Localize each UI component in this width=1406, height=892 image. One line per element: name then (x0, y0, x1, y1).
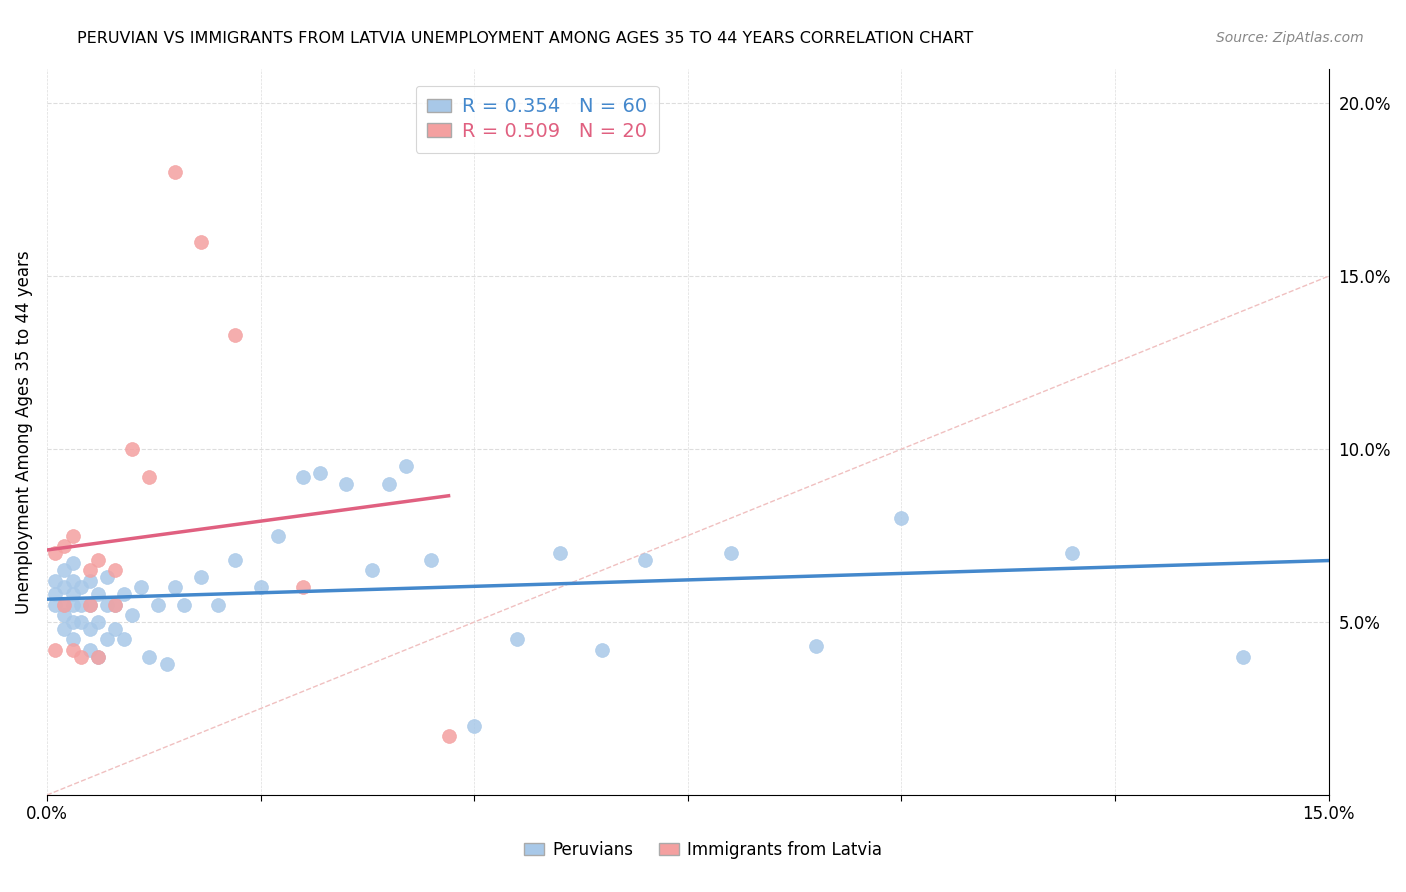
Point (104, 563, 127, 577)
Point (112, 587, 135, 601)
Point (79, 574, 101, 588)
Point (1062, 546, 1084, 560)
Point (1232, 649, 1254, 664)
Point (79, 642, 101, 657)
Text: Source: ZipAtlas.com: Source: ZipAtlas.com (1216, 31, 1364, 45)
Point (53, 622, 76, 636)
Point (463, 719, 485, 733)
Point (79, 563, 101, 577)
Point (62, 615, 84, 629)
Point (70, 615, 93, 629)
Point (62, 587, 84, 601)
Point (87, 649, 110, 664)
Point (79, 598, 101, 612)
Point (804, 640, 827, 654)
Point (155, 657, 177, 671)
Text: PERUVIAN VS IMMIGRANTS FROM LATVIA UNEMPLOYMENT AMONG AGES 35 TO 44 YEARS CORREL: PERUVIAN VS IMMIGRANTS FROM LATVIA UNEMP… (77, 31, 973, 46)
Point (62, 556, 84, 570)
Point (190, 570, 212, 584)
Point (165, 165, 187, 179)
Y-axis label: Unemployment Among Ages 35 to 44 years: Unemployment Among Ages 35 to 44 years (15, 250, 32, 614)
Point (87, 615, 110, 629)
Point (548, 546, 571, 560)
Point (249, 581, 271, 595)
Point (96, 632, 118, 647)
Point (506, 632, 529, 647)
Point (53, 608, 76, 623)
Point (420, 553, 443, 567)
Point (720, 546, 742, 560)
Point (44, 546, 66, 560)
Point (70, 581, 93, 595)
Point (138, 469, 160, 483)
Point (53, 598, 76, 612)
Point (70, 649, 93, 664)
Point (190, 235, 212, 249)
Point (309, 467, 332, 481)
Point (395, 459, 418, 474)
Point (104, 598, 127, 612)
Point (121, 442, 143, 456)
Point (121, 608, 143, 623)
Point (87, 553, 110, 567)
Point (62, 598, 84, 612)
Point (207, 598, 229, 612)
Point (634, 553, 657, 567)
Point (224, 327, 246, 342)
Point (165, 581, 187, 595)
Point (44, 642, 66, 657)
Point (79, 598, 101, 612)
Point (53, 581, 76, 595)
Point (62, 642, 84, 657)
Point (146, 598, 169, 612)
Point (129, 581, 152, 595)
Point (335, 476, 357, 491)
Point (62, 528, 84, 542)
Point (87, 649, 110, 664)
Point (79, 622, 101, 636)
Point (138, 649, 160, 664)
Point (104, 622, 127, 636)
Point (224, 553, 246, 567)
Point (53, 539, 76, 553)
Point (292, 581, 315, 595)
Point (890, 511, 912, 525)
Point (173, 598, 195, 612)
Point (96, 570, 118, 584)
Point (62, 574, 84, 588)
Point (53, 563, 76, 577)
Point (292, 469, 315, 483)
Point (377, 476, 399, 491)
Point (87, 587, 110, 601)
Point (96, 598, 118, 612)
Point (70, 598, 93, 612)
Point (44, 598, 66, 612)
Point (266, 528, 288, 542)
Point (437, 729, 460, 743)
Point (44, 587, 66, 601)
Point (62, 632, 84, 647)
Legend: R = 0.354   N = 60, R = 0.509   N = 20: R = 0.354 N = 60, R = 0.509 N = 20 (416, 86, 659, 153)
Point (360, 563, 382, 577)
Point (44, 574, 66, 588)
Point (53, 598, 76, 612)
Point (104, 598, 127, 612)
Legend: Peruvians, Immigrants from Latvia: Peruvians, Immigrants from Latvia (517, 835, 889, 866)
Point (112, 632, 135, 647)
Point (591, 642, 613, 657)
